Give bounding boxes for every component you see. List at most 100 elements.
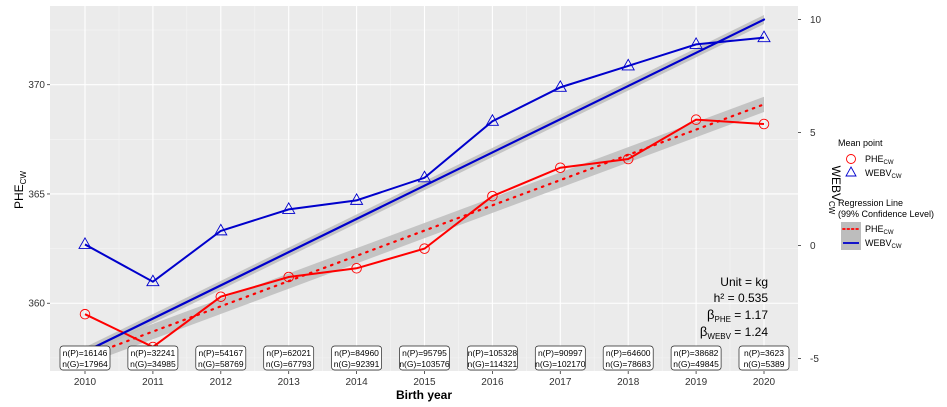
x-axis-title: Birth year: [396, 388, 452, 402]
legend-reg-title-2: (99% Confidence Level): [838, 209, 934, 219]
legend-webv-marker: [845, 166, 857, 177]
count-p-2015: n(P)=95795: [402, 348, 447, 358]
stats-annotation: Unit = kg h² = 0.535 βPHE = 1.17 βWEBV =…: [700, 275, 768, 341]
y-axis-right-title-sub: CW: [827, 201, 836, 215]
count-box-2017: [534, 345, 586, 371]
count-g-2013: n(G)=67793: [266, 359, 312, 369]
y-left-tick-label-360: 360: [28, 299, 45, 310]
legend-mean-webv-main: WEBV: [865, 168, 892, 178]
legend-reg-phe: PHECW: [865, 224, 894, 236]
point-webv-2010: [78, 237, 92, 249]
count-p-2011: n(P)=32241: [131, 348, 176, 358]
x-tick-label-2018: 2018: [617, 377, 640, 388]
legend-reg-webv-sub: CW: [892, 244, 902, 250]
y-right-tick-label-5: 5: [810, 128, 816, 139]
point-webv-2012: [214, 223, 228, 236]
count-box-2010: [59, 345, 111, 371]
x-tick-label-2014: 2014: [345, 377, 368, 388]
point-phe-2013: [283, 271, 294, 283]
legend-mean-phe-main: PHE: [865, 154, 884, 164]
y-axis-left-title-main: PHE: [12, 184, 26, 209]
count-p-2010: n(P)=16146: [63, 348, 108, 358]
count-p-2012: n(P)=54167: [198, 348, 243, 358]
count-box-2020: [738, 345, 790, 371]
beta-webv-label: βWEBV = 1.24: [700, 324, 768, 341]
legend-reg-webv-main: WEBV: [865, 238, 892, 248]
point-phe-2015: [419, 243, 430, 254]
count-box-2019: [670, 345, 722, 371]
x-tick-label-2010: 2010: [74, 377, 97, 388]
point-webv-2018: [621, 58, 635, 71]
point-phe-2016: [487, 190, 498, 202]
legend-mean-webv: WEBVCW: [865, 168, 902, 180]
count-g-2010: n(G)=17964: [62, 359, 108, 369]
y-right-tick-label-0: 0: [810, 241, 816, 252]
count-box-2013: [263, 345, 315, 371]
beta-phe-subscript: PHE: [715, 315, 731, 324]
y-left-tick-label-365: 365: [28, 189, 45, 200]
point-phe-2019: [690, 114, 702, 125]
count-p-2014: n(P)=84960: [334, 348, 379, 358]
count-p-2019: n(P)=38682: [674, 348, 719, 358]
count-g-2017: n(G)=102170: [535, 359, 586, 369]
count-g-2011: n(G)=34985: [130, 359, 176, 369]
count-p-2018: n(P)=64600: [606, 348, 651, 358]
count-p-2013: n(P)=62021: [266, 348, 311, 358]
legend-reg-phe-sub: CW: [884, 230, 894, 236]
point-webv-2020: [757, 30, 771, 43]
y-axis-right-title-main: WEBV: [829, 166, 843, 201]
x-tick-label-2019: 2019: [685, 377, 708, 388]
count-box-2012: [195, 345, 247, 371]
x-tick-label-2016: 2016: [481, 377, 504, 388]
axes: 2010 2011 2012 2013 2014 2015 2016 2017 2018 2019…: [28, 15, 821, 388]
y-left-tick-label-370: 370: [28, 80, 45, 91]
heritability-label: h² = 0.535: [714, 291, 769, 305]
series-lines: [83, 18, 766, 358]
legend-mean-title: Mean point: [838, 138, 883, 148]
x-tick-label-2013: 2013: [278, 377, 301, 388]
x-tick-label-2017: 2017: [549, 377, 572, 388]
beta-phe-symbol: β: [707, 307, 714, 322]
x-tick-label-2020: 2020: [753, 377, 776, 388]
point-webv-2019: [689, 37, 703, 49]
count-g-2016: n(G)=114321: [468, 359, 518, 369]
beta-webv-value: = 1.24: [731, 325, 768, 339]
count-g-2012: n(G)=58769: [198, 359, 244, 369]
count-box-2016: [467, 345, 518, 371]
count-g-2018: n(G)=78683: [605, 359, 651, 369]
legend-mean-phe-sub: CW: [884, 160, 894, 166]
mean-line-webv: [84, 36, 765, 283]
mean-line-phe: [84, 118, 765, 349]
point-webv-2013: [281, 201, 296, 214]
point-webv-2017: [553, 79, 568, 92]
count-p-2020: n(P)=3623: [744, 348, 784, 358]
regression-line-webv: [83, 18, 766, 353]
beta-phe-label: βPHE = 1.17: [707, 307, 768, 324]
count-p-2016: n(P)=105328: [468, 348, 518, 358]
y-axis-left-title: PHECW: [12, 171, 28, 209]
y-axis-left-title-sub: CW: [19, 171, 28, 185]
count-box-2014: [331, 345, 382, 371]
count-g-2020: n(G)=5389: [744, 359, 785, 369]
y-right-tick-label--5: -5: [810, 354, 819, 365]
series-markers: [78, 30, 771, 353]
x-tick-label-2011: 2011: [142, 377, 164, 388]
legend-reg-title-1: Regression Line: [838, 198, 903, 208]
regression-line-phe: [83, 103, 766, 358]
count-box-2018: [602, 345, 654, 371]
y-axis-right-title: WEBVCW: [827, 166, 843, 215]
unit-label: Unit = kg: [720, 275, 768, 289]
x-tick-label-2015: 2015: [413, 377, 436, 388]
y-right-tick-label-10: 10: [810, 15, 822, 26]
count-box-2015: [399, 345, 450, 371]
beta-webv-symbol: β: [700, 324, 707, 339]
point-phe-2012: [215, 291, 227, 302]
point-webv-2016: [485, 113, 500, 126]
count-g-2014: n(G)=92391: [334, 359, 380, 369]
beta-webv-subscript: WEBV: [707, 332, 731, 341]
legend-mean-phe: PHECW: [865, 154, 894, 166]
legend-reg-webv: WEBVCW: [865, 238, 902, 250]
x-tick-label-2012: 2012: [210, 377, 233, 388]
